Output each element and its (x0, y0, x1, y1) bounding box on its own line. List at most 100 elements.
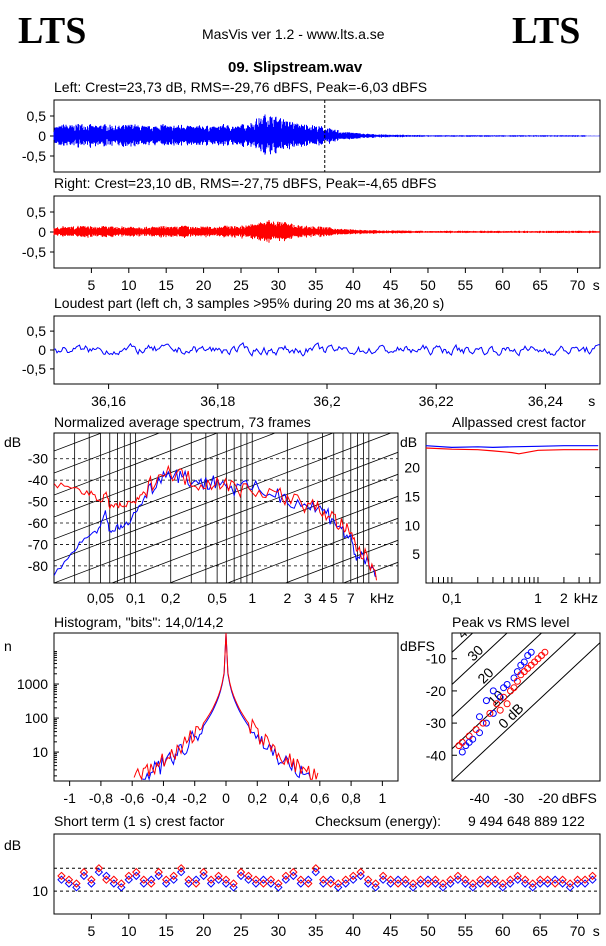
pvr-point (465, 732, 473, 740)
panel-title: Left: Crest=23,73 dB, RMS=-29,76 dBFS, P… (54, 79, 427, 95)
crest-point (214, 871, 223, 881)
pvr-point (458, 748, 466, 756)
x-tick-label: 45 (383, 277, 399, 293)
crest-point (236, 871, 246, 881)
crest-point (468, 879, 478, 888)
crest-point (401, 879, 410, 888)
spectrum-grid (54, 433, 398, 583)
y-tick-label: -30 (28, 451, 48, 467)
y-tick-label: -0,5 (22, 148, 46, 164)
crest-point (550, 875, 560, 884)
histogram: Histogram, "bits": 14,0/14,2n100010010-1… (4, 614, 399, 806)
crest-point (289, 871, 298, 881)
x-tick-label: 36,2 (313, 393, 340, 409)
crest-point (393, 879, 403, 888)
crest-point (431, 875, 440, 884)
crest-point (513, 875, 522, 884)
crest-point (573, 879, 582, 888)
x-tick-label: 65 (532, 923, 548, 939)
crest-point (311, 867, 320, 877)
x-tick-label: 1 (248, 590, 256, 606)
x-tick-label: 3 (304, 590, 312, 606)
waveform_left: Left: Crest=23,73 dB, RMS=-29,76 dBFS, P… (22, 79, 601, 173)
pvr-point (482, 697, 490, 705)
y-tick-label: 10 (32, 883, 48, 899)
histogram-right (133, 632, 319, 781)
y-tick-label: 100 (25, 710, 49, 726)
x-tick-label: 65 (532, 277, 548, 293)
crest-point (191, 879, 201, 888)
pvr-point (510, 684, 518, 692)
crest-point (363, 875, 373, 884)
y-unit-label: n (4, 638, 12, 654)
x-tick-label: 0,2 (248, 790, 268, 806)
crest-point (498, 883, 507, 892)
x-tick-label: 45 (383, 923, 399, 939)
crest-point (416, 875, 425, 884)
waveform_right: Right: Crest=23,10 dB, RMS=-27,75 dBFS, … (22, 175, 601, 293)
crest-point (94, 864, 104, 873)
crest-point (348, 871, 358, 881)
crest-point (356, 867, 365, 877)
app-title: MasVis ver 1.2 - www.lts.a.se (202, 26, 385, 42)
crest-point (588, 875, 597, 884)
x-tick-label: 30 (271, 923, 287, 939)
x-tick-label: 60 (495, 923, 511, 939)
x-tick-label: 15 (158, 277, 174, 293)
y-tick-label: 5 (412, 546, 420, 562)
x-tick-label: 10 (121, 923, 137, 939)
crest-point (139, 879, 148, 888)
y-tick-label: -40 (28, 472, 48, 488)
grid-diagonal (284, 539, 398, 583)
panel-title: Histogram, "bits": 14,0/14,2 (54, 614, 224, 630)
pvr-point (503, 700, 511, 708)
y-tick-label: 0 (38, 342, 46, 358)
x-tick-label: 5 (87, 923, 95, 939)
y-tick-label: -30 (426, 715, 446, 731)
grid-diagonal (54, 433, 219, 496)
crest-point (274, 883, 283, 892)
pvr-point (482, 719, 490, 727)
crest-label: 40 (454, 619, 476, 641)
x-tick-label: 40 (345, 277, 361, 293)
crest-point (520, 879, 530, 888)
crest-point (326, 879, 335, 888)
crest-point (221, 879, 231, 888)
x-tick-label: 20 (196, 277, 212, 293)
x-tick-label: kHz (370, 590, 394, 606)
crest-point (132, 867, 141, 877)
pvr-point (513, 677, 521, 685)
crest-point (565, 879, 575, 888)
crest-point (147, 875, 156, 884)
x-tick-label: 0,1 (126, 590, 146, 606)
x-tick-label: 4 (319, 590, 327, 606)
crest-point (169, 875, 178, 884)
crest-point (416, 879, 425, 888)
crest-point (266, 875, 276, 884)
grid-diagonal (54, 451, 398, 583)
crest-point (543, 879, 552, 888)
crest-point (124, 871, 134, 881)
crest-point (363, 879, 373, 888)
x-tick-label: 36,22 (419, 393, 454, 409)
x-tick-label: 15 (158, 923, 174, 939)
pvr-point (493, 700, 501, 708)
panel-title: Normalized average spectrum, 73 frames (54, 414, 311, 430)
y-unit-label: dB (4, 434, 21, 450)
y-tick-label: 0,5 (27, 323, 47, 339)
crest-point (266, 879, 276, 888)
crest-point (72, 879, 81, 888)
crest-point (348, 875, 358, 884)
pvr-point (489, 709, 497, 717)
x-tick-label: 5 (87, 277, 95, 293)
crest-point (117, 879, 126, 888)
crest-point (535, 879, 545, 888)
crest-point (468, 883, 478, 892)
crest-point (446, 875, 455, 884)
x-tick-label: 70 (570, 277, 586, 293)
crest-point (199, 867, 208, 877)
y-tick-label: 20 (404, 460, 420, 476)
x-tick-label: 0,4 (279, 790, 299, 806)
crest-line (452, 633, 543, 718)
